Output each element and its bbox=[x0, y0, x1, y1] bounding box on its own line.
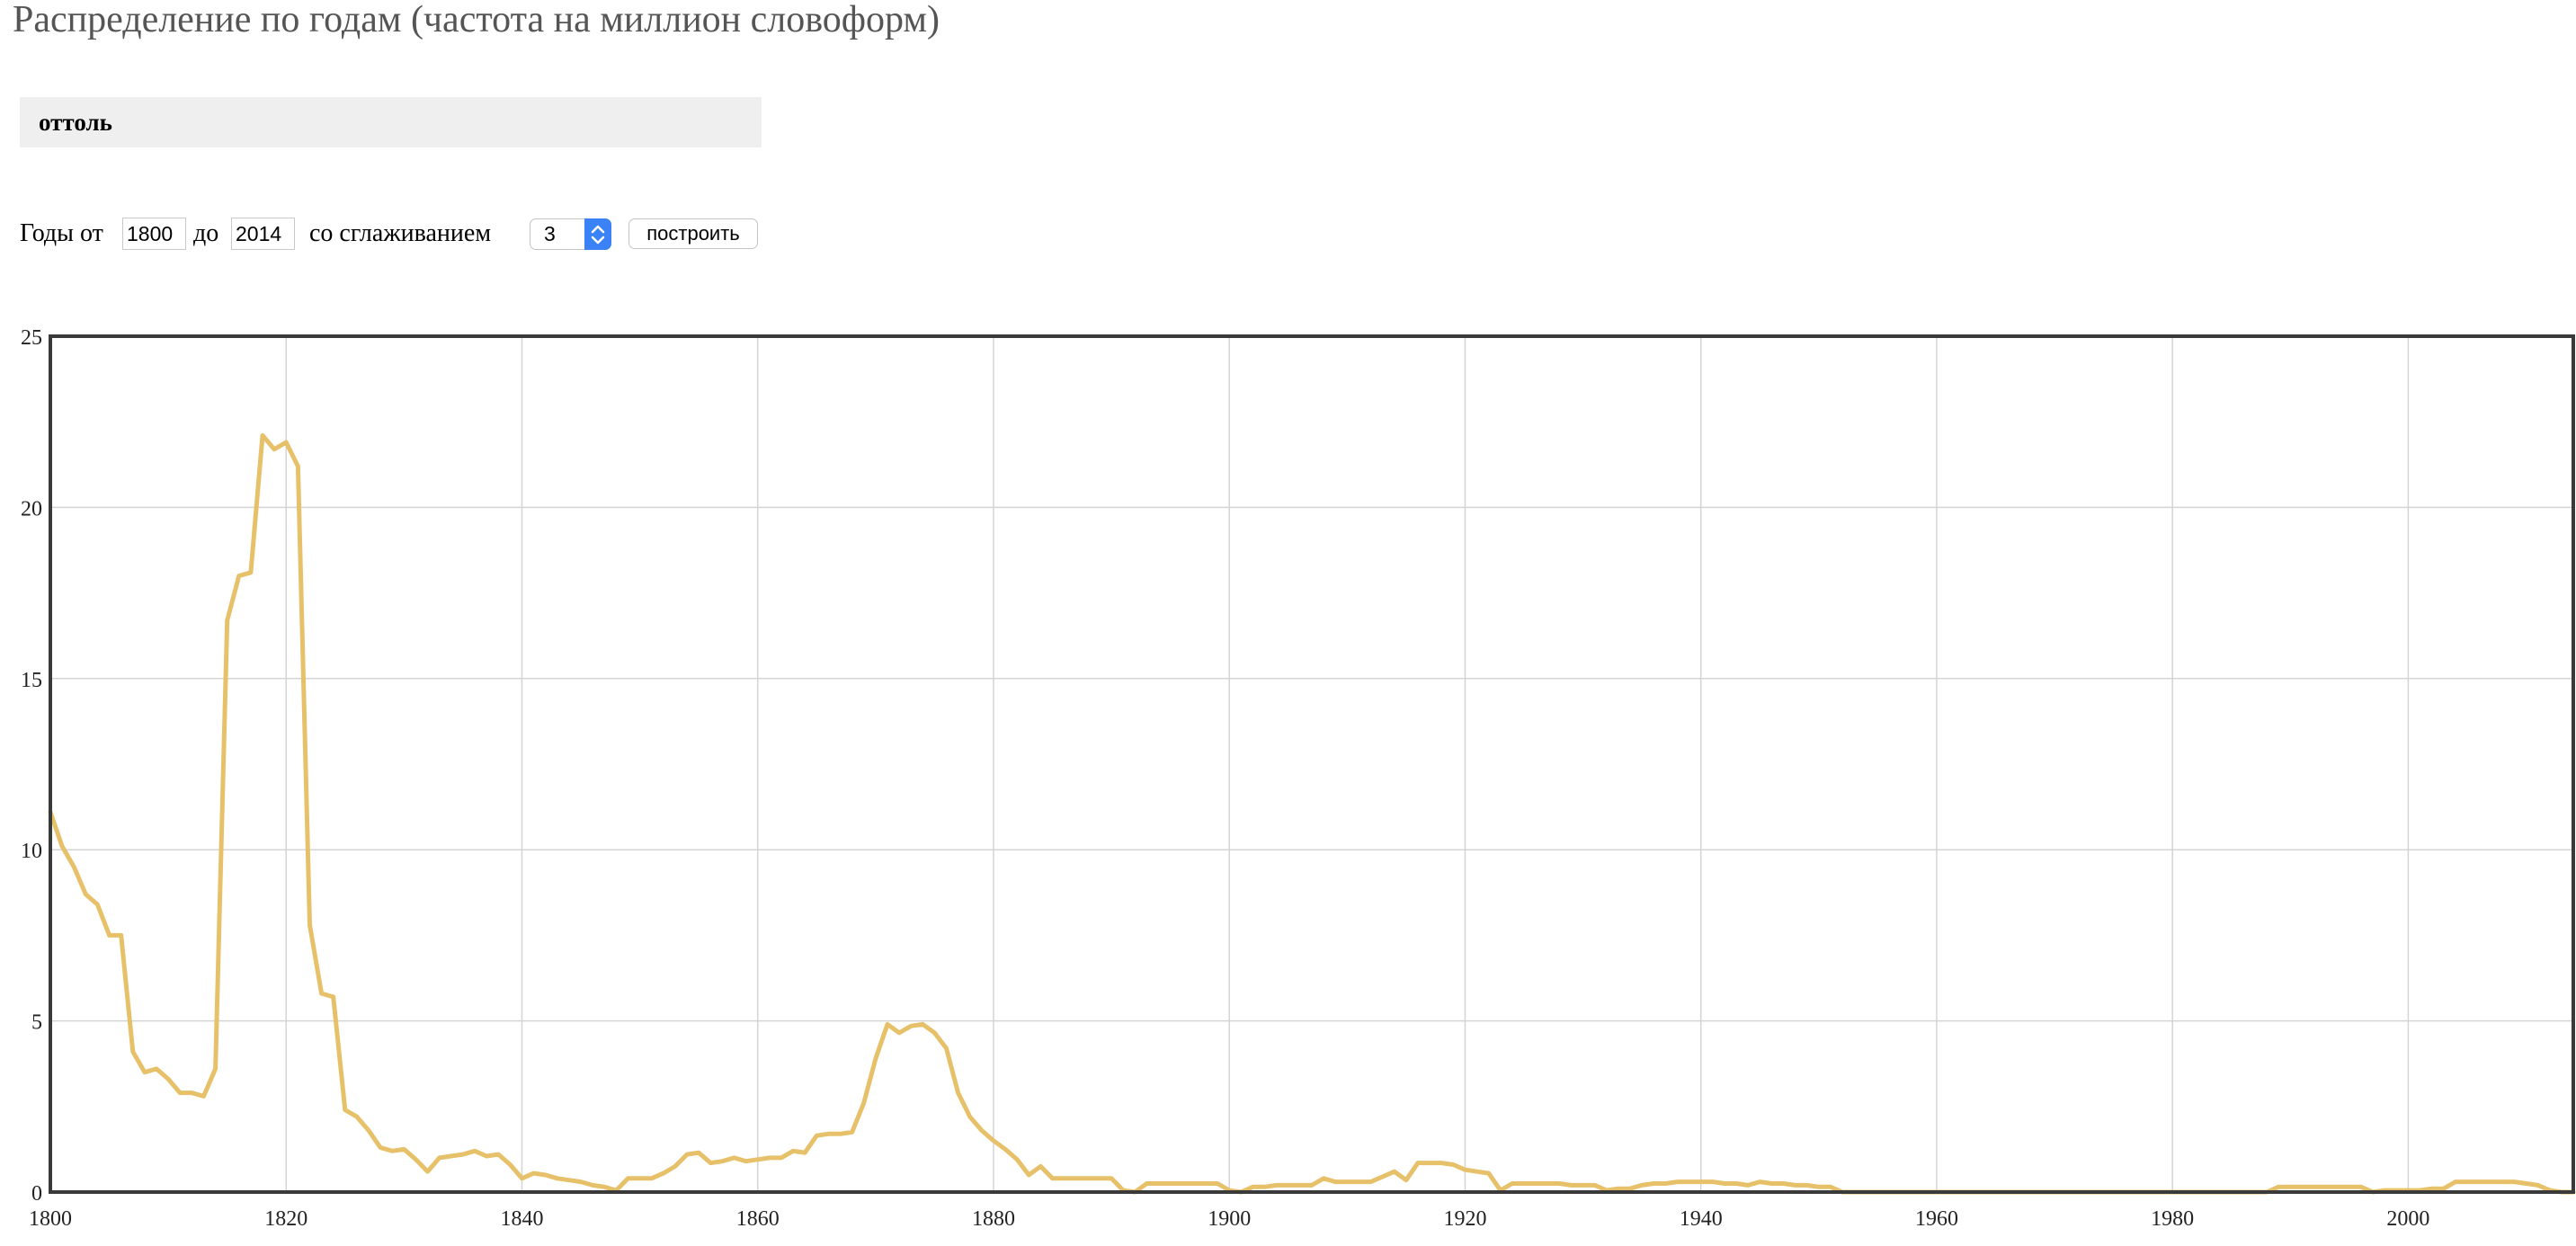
x-tick-label: 1860 bbox=[736, 1207, 780, 1231]
y-tick-label: 25 bbox=[21, 326, 42, 350]
query-panel: оттоль bbox=[20, 97, 762, 147]
y-tick-label: 0 bbox=[31, 1182, 42, 1206]
frequency-chart: 1800 1820 1840 1860 1880 1900 1920 1940 1960 1980… bbox=[21, 326, 2576, 1231]
select-arrows-icon bbox=[584, 218, 611, 250]
year-from-input[interactable] bbox=[122, 218, 186, 250]
build-button[interactable]: построить bbox=[628, 218, 758, 249]
x-tick-label: 1960 bbox=[1915, 1207, 1958, 1231]
years-from-label: Годы от bbox=[20, 219, 103, 247]
x-tick-label: 1800 bbox=[29, 1207, 72, 1231]
y-tick-label: 15 bbox=[21, 669, 42, 692]
y-tick-label: 10 bbox=[21, 840, 42, 863]
plot-frame bbox=[49, 334, 2575, 1194]
page-title: Распределение по годам (частота на милли… bbox=[13, 0, 940, 40]
series-line-0 bbox=[48, 432, 2576, 1195]
chart-series-layer bbox=[48, 432, 2576, 1195]
smoothing-label: со сглаживанием bbox=[309, 219, 492, 247]
x-tick-label: 1900 bbox=[1208, 1207, 1251, 1231]
query-word: оттоль bbox=[39, 109, 112, 136]
x-tick-label: 1820 bbox=[264, 1207, 308, 1231]
x-tick-label: 2000 bbox=[2386, 1207, 2429, 1231]
smoothing-select-value: 3 bbox=[544, 222, 556, 245]
chart-grid bbox=[49, 335, 2573, 1193]
x-tick-label: 1940 bbox=[1680, 1207, 1723, 1231]
x-tick-label: 1880 bbox=[972, 1207, 1015, 1231]
x-tick-label: 1920 bbox=[1443, 1207, 1486, 1231]
smoothing-select[interactable]: 3 bbox=[530, 218, 611, 250]
years-to-label: до bbox=[193, 219, 219, 247]
y-tick-label: 20 bbox=[21, 497, 42, 521]
y-axis-ticks: 0 5 10 15 20 25 bbox=[21, 326, 42, 1206]
x-tick-label: 1840 bbox=[500, 1207, 543, 1231]
x-axis-ticks: 1800 1820 1840 1860 1880 1900 1920 1940 1960 1980… bbox=[29, 1207, 2429, 1231]
x-tick-label: 1980 bbox=[2151, 1207, 2194, 1231]
year-to-input[interactable] bbox=[231, 218, 295, 250]
y-tick-label: 5 bbox=[31, 1011, 42, 1035]
